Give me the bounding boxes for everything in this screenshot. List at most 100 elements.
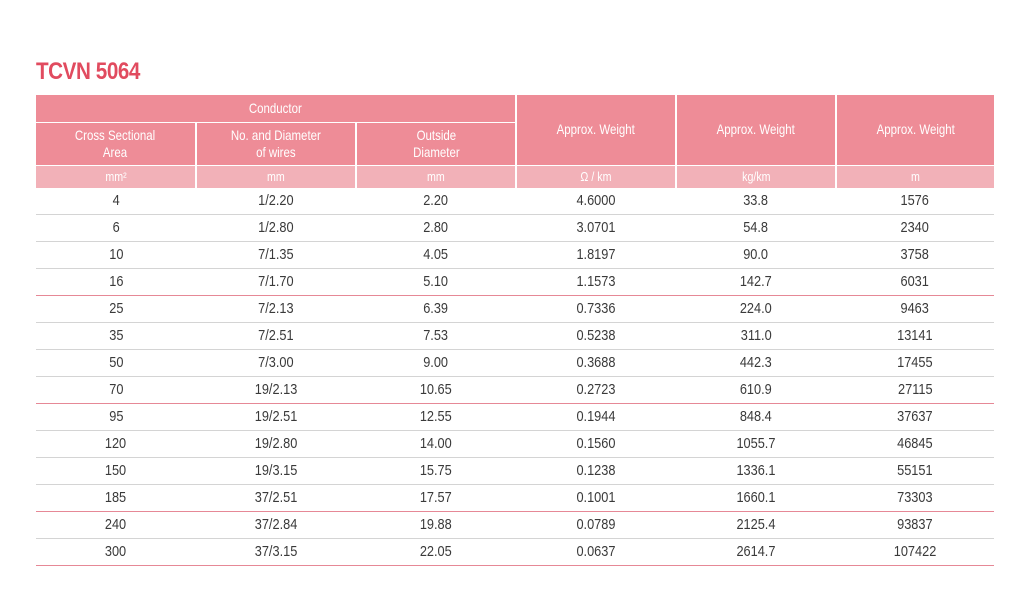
table-cell: 46845 <box>836 430 995 458</box>
table-cell: 55151 <box>836 457 995 485</box>
table-cell: 19/2.80 <box>196 430 356 458</box>
table-cell: 610.9 <box>676 376 837 404</box>
column-header: Approx. Weight <box>675 95 837 166</box>
table-cell: 70 <box>36 376 196 404</box>
table-cell: 13141 <box>836 322 995 350</box>
table-cell: 15.75 <box>356 457 517 485</box>
unit-label: Ω / km <box>515 165 677 188</box>
table-cell: 6.39 <box>356 295 517 323</box>
table-cell: 19.88 <box>356 511 517 539</box>
table-cell: 19/3.15 <box>196 457 356 485</box>
table-cell: 93837 <box>836 511 995 539</box>
unit-label: mm² <box>36 165 196 188</box>
table-cell: 2340 <box>836 214 995 242</box>
table-header: Conductor Approx. Weight Approx. Weight … <box>36 95 995 188</box>
table-cell: 7/3.00 <box>196 349 356 377</box>
table-row: 95 19/2.51 12.55 0.1944 848.4 37637 <box>36 403 995 431</box>
table-cell: 0.1944 <box>516 403 677 431</box>
table-cell: 120 <box>36 430 196 458</box>
table-cell: 19/2.51 <box>196 403 356 431</box>
table-cell: 848.4 <box>676 403 837 431</box>
table-cell: 6031 <box>836 268 995 296</box>
table-cell: 16 <box>36 268 196 296</box>
table-cell: 0.2723 <box>516 376 677 404</box>
unit-label: kg/km <box>675 165 837 188</box>
table-cell: 35 <box>36 322 196 350</box>
column-header: Approx. Weight <box>515 95 677 166</box>
table-cell: 224.0 <box>676 295 837 323</box>
table-row: 50 7/3.00 9.00 0.3688 442.3 17455 <box>36 349 995 377</box>
cable-spec-table: Conductor Approx. Weight Approx. Weight … <box>36 95 995 566</box>
table-cell: 442.3 <box>676 349 837 377</box>
table-cell: 185 <box>36 484 196 512</box>
table-cell: 14.00 <box>356 430 517 458</box>
table-cell: 300 <box>36 538 196 566</box>
table-cell: 150 <box>36 457 196 485</box>
table-cell: 12.55 <box>356 403 517 431</box>
conductor-group-header: Conductor <box>36 95 517 123</box>
unit-label: m <box>835 165 995 188</box>
table-cell: 3758 <box>836 241 995 269</box>
table-cell: 4 <box>36 188 196 215</box>
unit-label: mm <box>195 165 356 188</box>
table-cell: 0.1560 <box>516 430 677 458</box>
table-cell: 0.7336 <box>516 295 677 323</box>
table-row: 25 7/2.13 6.39 0.7336 224.0 9463 <box>36 295 995 323</box>
table-cell: 1576 <box>836 188 995 215</box>
table-cell: 1336.1 <box>676 457 837 485</box>
table-row: 150 19/3.15 15.75 0.1238 1336.1 55151 <box>36 457 995 485</box>
column-header: Approx. Weight <box>835 95 995 166</box>
page-title: TCVN 5064 <box>36 58 140 85</box>
table-cell: 1/2.80 <box>196 214 356 242</box>
table-cell: 0.5238 <box>516 322 677 350</box>
table-cell: 1/2.20 <box>196 188 356 215</box>
table-cell: 240 <box>36 511 196 539</box>
table-cell: 1660.1 <box>676 484 837 512</box>
table-cell: 27115 <box>836 376 995 404</box>
table-cell: 54.8 <box>676 214 837 242</box>
table-body: 4 1/2.20 2.20 4.6000 33.8 1576 6 1/2.80 2.80 3.07… <box>36 188 995 566</box>
table-cell: 0.1001 <box>516 484 677 512</box>
table-cell: 7/1.35 <box>196 241 356 269</box>
table-cell: 7/2.51 <box>196 322 356 350</box>
table-cell: 0.1238 <box>516 457 677 485</box>
table-cell: 37/2.84 <box>196 511 356 539</box>
table-cell: 107422 <box>836 538 995 566</box>
table-cell: 9.00 <box>356 349 517 377</box>
table-cell: 37/3.15 <box>196 538 356 566</box>
table-cell: 311.0 <box>676 322 837 350</box>
table-row: 4 1/2.20 2.20 4.6000 33.8 1576 <box>36 188 995 215</box>
table-row: 240 37/2.84 19.88 0.0789 2125.4 93837 <box>36 511 995 539</box>
unit-label: mm <box>354 165 517 188</box>
table-cell: 73303 <box>836 484 995 512</box>
table-cell: 1055.7 <box>676 430 837 458</box>
table-row: 6 1/2.80 2.80 3.0701 54.8 2340 <box>36 214 995 242</box>
table-row: 120 19/2.80 14.00 0.1560 1055.7 46845 <box>36 430 995 458</box>
table-cell: 10.65 <box>356 376 517 404</box>
table-cell: 17.57 <box>356 484 517 512</box>
table-cell: 10 <box>36 241 196 269</box>
table-cell: 95 <box>36 403 196 431</box>
table-cell: 9463 <box>836 295 995 323</box>
table-row: 300 37/3.15 22.05 0.0637 2614.7 107422 <box>36 538 995 566</box>
table-cell: 2614.7 <box>676 538 837 566</box>
table-cell: 33.8 <box>676 188 837 215</box>
table-cell: 22.05 <box>356 538 517 566</box>
column-header: Outside Diameter <box>354 122 517 166</box>
table-cell: 2125.4 <box>676 511 837 539</box>
table-cell: 19/2.13 <box>196 376 356 404</box>
table-cell: 25 <box>36 295 196 323</box>
table-cell: 37/2.51 <box>196 484 356 512</box>
table-cell: 6 <box>36 214 196 242</box>
column-header: Cross Sectional Area <box>36 122 196 166</box>
column-header: No. and Diameter of wires <box>195 122 356 166</box>
table-cell: 0.0789 <box>516 511 677 539</box>
table-cell: 1.1573 <box>516 268 677 296</box>
table-cell: 7.53 <box>356 322 517 350</box>
table-row: 185 37/2.51 17.57 0.1001 1660.1 73303 <box>36 484 995 512</box>
table-row: 35 7/2.51 7.53 0.5238 311.0 13141 <box>36 322 995 350</box>
table-row: 70 19/2.13 10.65 0.2723 610.9 27115 <box>36 376 995 404</box>
table-row: 16 7/1.70 5.10 1.1573 142.7 6031 <box>36 268 995 296</box>
table-cell: 37637 <box>836 403 995 431</box>
table-row: 10 7/1.35 4.05 1.8197 90.0 3758 <box>36 241 995 269</box>
